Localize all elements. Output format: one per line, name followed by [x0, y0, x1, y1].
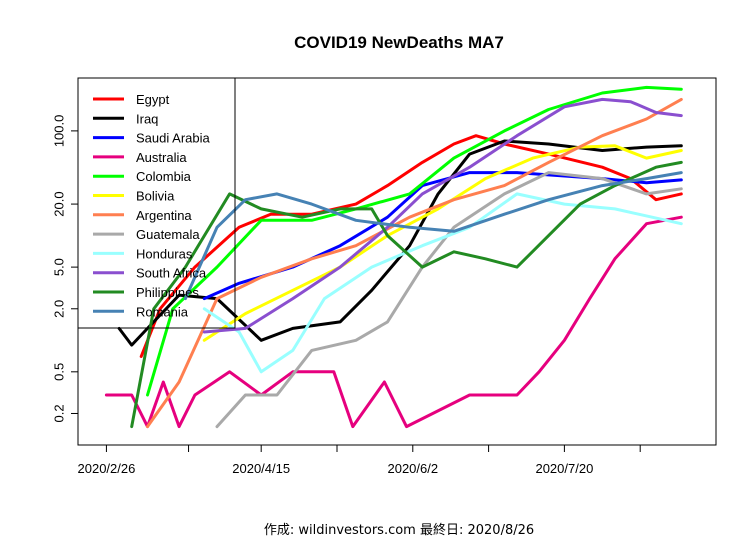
legend-label: Guatemala [136, 227, 200, 242]
y-tick-label: 2.0 [51, 300, 66, 318]
series-line-egypt [139, 134, 683, 358]
series-line-south-africa [202, 97, 683, 334]
chart-caption: 作成: wildinvestors.com 最終日: 2020/8/26 [264, 522, 534, 538]
x-tick-label: 2020/4/15 [232, 461, 290, 476]
y-tick-label: 20.0 [51, 191, 66, 216]
chart-title: COVID19 NewDeaths MA7 [294, 33, 504, 52]
x-tick-label: 2020/6/2 [387, 461, 438, 476]
legend-label: Iraq [136, 111, 158, 126]
y-tick-label: 5.0 [51, 258, 66, 276]
legend-label: Philippines [136, 285, 199, 300]
series-line-saudi-arabia [202, 171, 683, 301]
series-line-bolivia [202, 144, 683, 342]
legend-box [77, 77, 236, 329]
series-line-australia [104, 215, 683, 429]
series-line-honduras [202, 192, 683, 374]
series-line-colombia [146, 85, 683, 397]
x-tick-label: 2020/2/26 [78, 461, 136, 476]
legend-label: Egypt [136, 92, 170, 107]
x-axis: 2020/2/26 2020/4/15 2020/6/2 2020/7/20 [78, 444, 641, 476]
y-tick-label: 100.0 [51, 115, 66, 148]
legend-label: Australia [136, 150, 187, 165]
y-tick-label: 0.5 [51, 363, 66, 381]
legend-label: Saudi Arabia [136, 131, 210, 146]
legend-label: Bolivia [136, 189, 175, 204]
y-axis: 0.2 0.5 2.0 5.0 20.0 100.0 [51, 115, 79, 423]
series-layer [104, 85, 683, 429]
legend-label: South Africa [136, 266, 207, 281]
y-tick-label: 0.2 [51, 404, 66, 422]
legend-label: Argentina [136, 208, 192, 223]
legend: Egypt Iraq Saudi Arabia Australia Colombia Bo… [77, 77, 236, 329]
series-line-argentina [146, 97, 683, 429]
legend-label: Colombia [136, 169, 192, 184]
x-tick-label: 2020/7/20 [535, 461, 593, 476]
legend-label: Romania [136, 304, 189, 319]
series-line-romania [183, 171, 683, 301]
series-line-philippines [130, 160, 683, 429]
legend-label: Honduras [136, 246, 193, 261]
series-line-iraq [117, 139, 683, 347]
series-line-guatemala [215, 171, 683, 429]
